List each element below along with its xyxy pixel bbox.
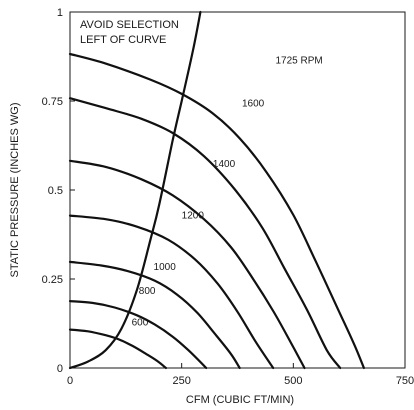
x-tick-label: 750 (396, 375, 414, 387)
y-tick-label: 1 (57, 7, 63, 19)
avoid-boundary-curve (68, 10, 202, 370)
y-axis-title: STATIC PRESSURE (INCHES WG) (9, 103, 21, 278)
y-tick-label: 0 (57, 363, 63, 375)
rpm-label-1200: 1200 (182, 210, 205, 221)
rpm-curve-1200 (68, 214, 275, 370)
annotation-line-2: LEFT OF CURVE (80, 34, 166, 46)
x-tick-label: 250 (172, 375, 190, 387)
rpm-curve-1725 (68, 52, 365, 370)
rpm-label-1000: 1000 (154, 262, 177, 273)
rpm-curve-1400 (68, 159, 306, 370)
rpm-curve-800 (68, 300, 208, 370)
rpm-curve-1600 (68, 97, 342, 370)
plot-frame (69, 11, 406, 369)
rpm-curves (68, 10, 365, 370)
axes: 0 250 500 750 0 0.25 0.5 0.75 1 (42, 7, 414, 387)
rpm-label-1725: 1725 RPM (275, 56, 322, 67)
x-tick-label: 500 (284, 375, 302, 387)
annotation-line-1: AVOID SELECTION (80, 19, 179, 31)
x-axis-title: CFM (CUBIC FT/MIN) (186, 394, 294, 406)
y-tick-label: 0.25 (42, 274, 63, 286)
rpm-label-600: 600 (132, 317, 149, 328)
rpm-curve-1000 (68, 260, 241, 370)
y-tick-label: 0.5 (48, 185, 63, 197)
rpm-curve-600 (68, 328, 168, 370)
rpm-label-1600: 1600 (242, 98, 265, 109)
curve-labels: 600 800 1000 1200 1400 1600 1725 RPM (132, 56, 323, 329)
rpm-label-800: 800 (139, 286, 156, 297)
rpm-label-1400: 1400 (213, 159, 236, 170)
x-tick-label: 0 (67, 375, 73, 387)
y-tick-label: 0.75 (42, 96, 63, 108)
